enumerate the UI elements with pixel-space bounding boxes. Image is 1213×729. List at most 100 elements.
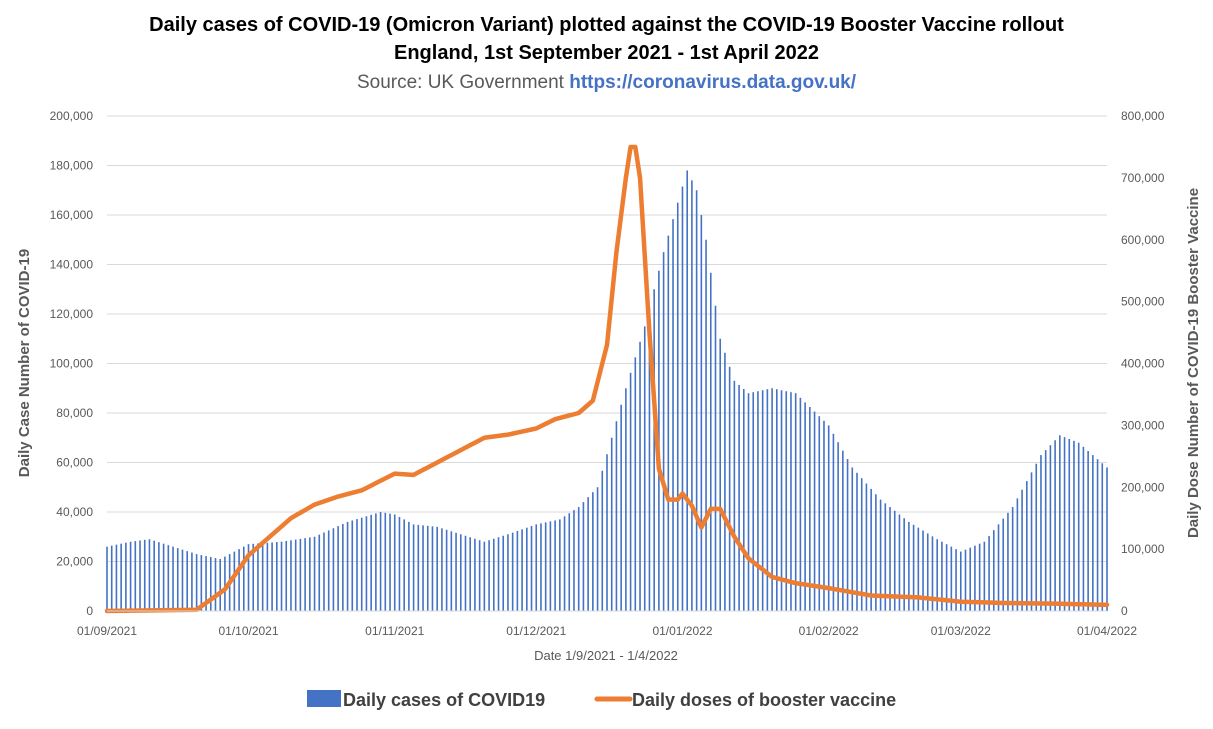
case-bar [1035,463,1038,611]
case-bar [285,540,288,611]
case-bar [507,534,509,611]
case-bar [276,542,278,611]
case-bar [242,546,245,611]
case-bar [827,425,830,612]
case-bar [299,538,302,611]
case-bar [1077,442,1080,611]
case-bar [837,442,839,611]
case-bar [1016,498,1019,611]
case-bar [393,514,396,611]
case-bar [238,549,240,612]
case-bar [492,538,495,611]
case-bar [563,516,566,611]
case-bar [922,530,924,611]
case-bar [912,524,915,611]
case-bar [676,202,679,612]
legend-label-booster: Daily doses of booster vaccine [632,690,896,710]
case-bar [974,545,976,611]
case-bar [290,540,292,611]
line-series-booster [104,144,1110,614]
case-bar [403,519,405,611]
y-left-tick-label: 100,000 [50,357,94,371]
case-bar [728,366,731,611]
case-bar [342,524,344,611]
case-bar [889,507,891,611]
case-bar [313,536,316,611]
y-right-tick-label: 500,000 [1121,295,1165,309]
case-bar [643,326,646,612]
case-bar [195,554,198,611]
y-left-tick-label: 20,000 [56,555,93,569]
case-bar [521,529,523,611]
case-bar [1011,507,1014,611]
y-right-tick-label: 200,000 [1121,480,1165,494]
case-bar [747,393,750,611]
case-bar [200,555,203,611]
case-bar [573,510,575,611]
case-bar [139,540,141,611]
y-right-tick-label: 400,000 [1121,357,1165,371]
case-bar [247,544,250,611]
case-bar [620,404,622,611]
case-bar [1021,489,1023,611]
case-bar [681,186,684,612]
case-bar [115,544,118,611]
y-axis-right-title: Daily Dose Number of COVID-19 Booster Va… [1185,188,1202,538]
case-bar [106,546,108,611]
case-bar [120,543,122,611]
case-bar [653,289,655,611]
case-bar [856,472,858,611]
y-left-tick-label: 180,000 [50,159,94,173]
case-bar [959,551,962,611]
case-bar [945,544,948,611]
source-link[interactable]: https://coronavirus.data.gov.uk/ [569,72,857,93]
case-bar [181,549,184,611]
case-bar [742,389,745,611]
y-left-tick-label: 120,000 [50,307,94,321]
case-bar [1092,455,1094,611]
case-bar [846,459,849,611]
case-bar [337,526,339,611]
case-bar [205,556,207,611]
case-bar [110,545,113,611]
case-bar [610,437,613,611]
case-bar [360,517,363,611]
chart-title-line2: England, 1st September 2021 - 1st April … [394,42,819,64]
case-bar [535,524,538,612]
case-bar [596,487,599,611]
case-bar [346,521,349,611]
case-bar [875,494,877,611]
legend-swatch-cases [307,690,341,707]
case-bar [724,352,726,611]
case-bar [625,388,627,611]
case-bar [1096,459,1099,611]
case-bar [426,525,429,611]
case-bar [705,239,707,611]
case-bar [1068,438,1071,611]
chart-source: Source: UK Government https://coronaviru… [0,70,1213,96]
case-bar [757,391,759,611]
y-right-tick-label: 0 [1121,604,1128,618]
case-bar [691,180,693,611]
case-bar [379,512,382,611]
case-bar [323,532,325,611]
case-bar [233,551,236,611]
case-bar [172,546,174,611]
x-axis-ticks: 01/09/2021 01/10/2021 01/11/2021 01/12/2021… [77,624,1137,638]
case-bar [634,357,637,611]
case-bar [483,541,486,611]
case-bar [587,497,589,611]
case-bar [526,527,528,611]
case-bar [941,541,943,611]
case-bar [672,219,674,611]
case-bar [148,539,151,611]
case-bar [879,499,882,612]
case-bar [766,389,769,611]
case-bar [648,307,651,611]
y-axis-left-title: Daily Case Number of COVID-19 [16,249,33,477]
x-tick-label: 01/01/2022 [652,624,712,638]
case-bar [158,542,160,611]
case-bar [417,524,420,611]
case-bar [1054,440,1056,611]
